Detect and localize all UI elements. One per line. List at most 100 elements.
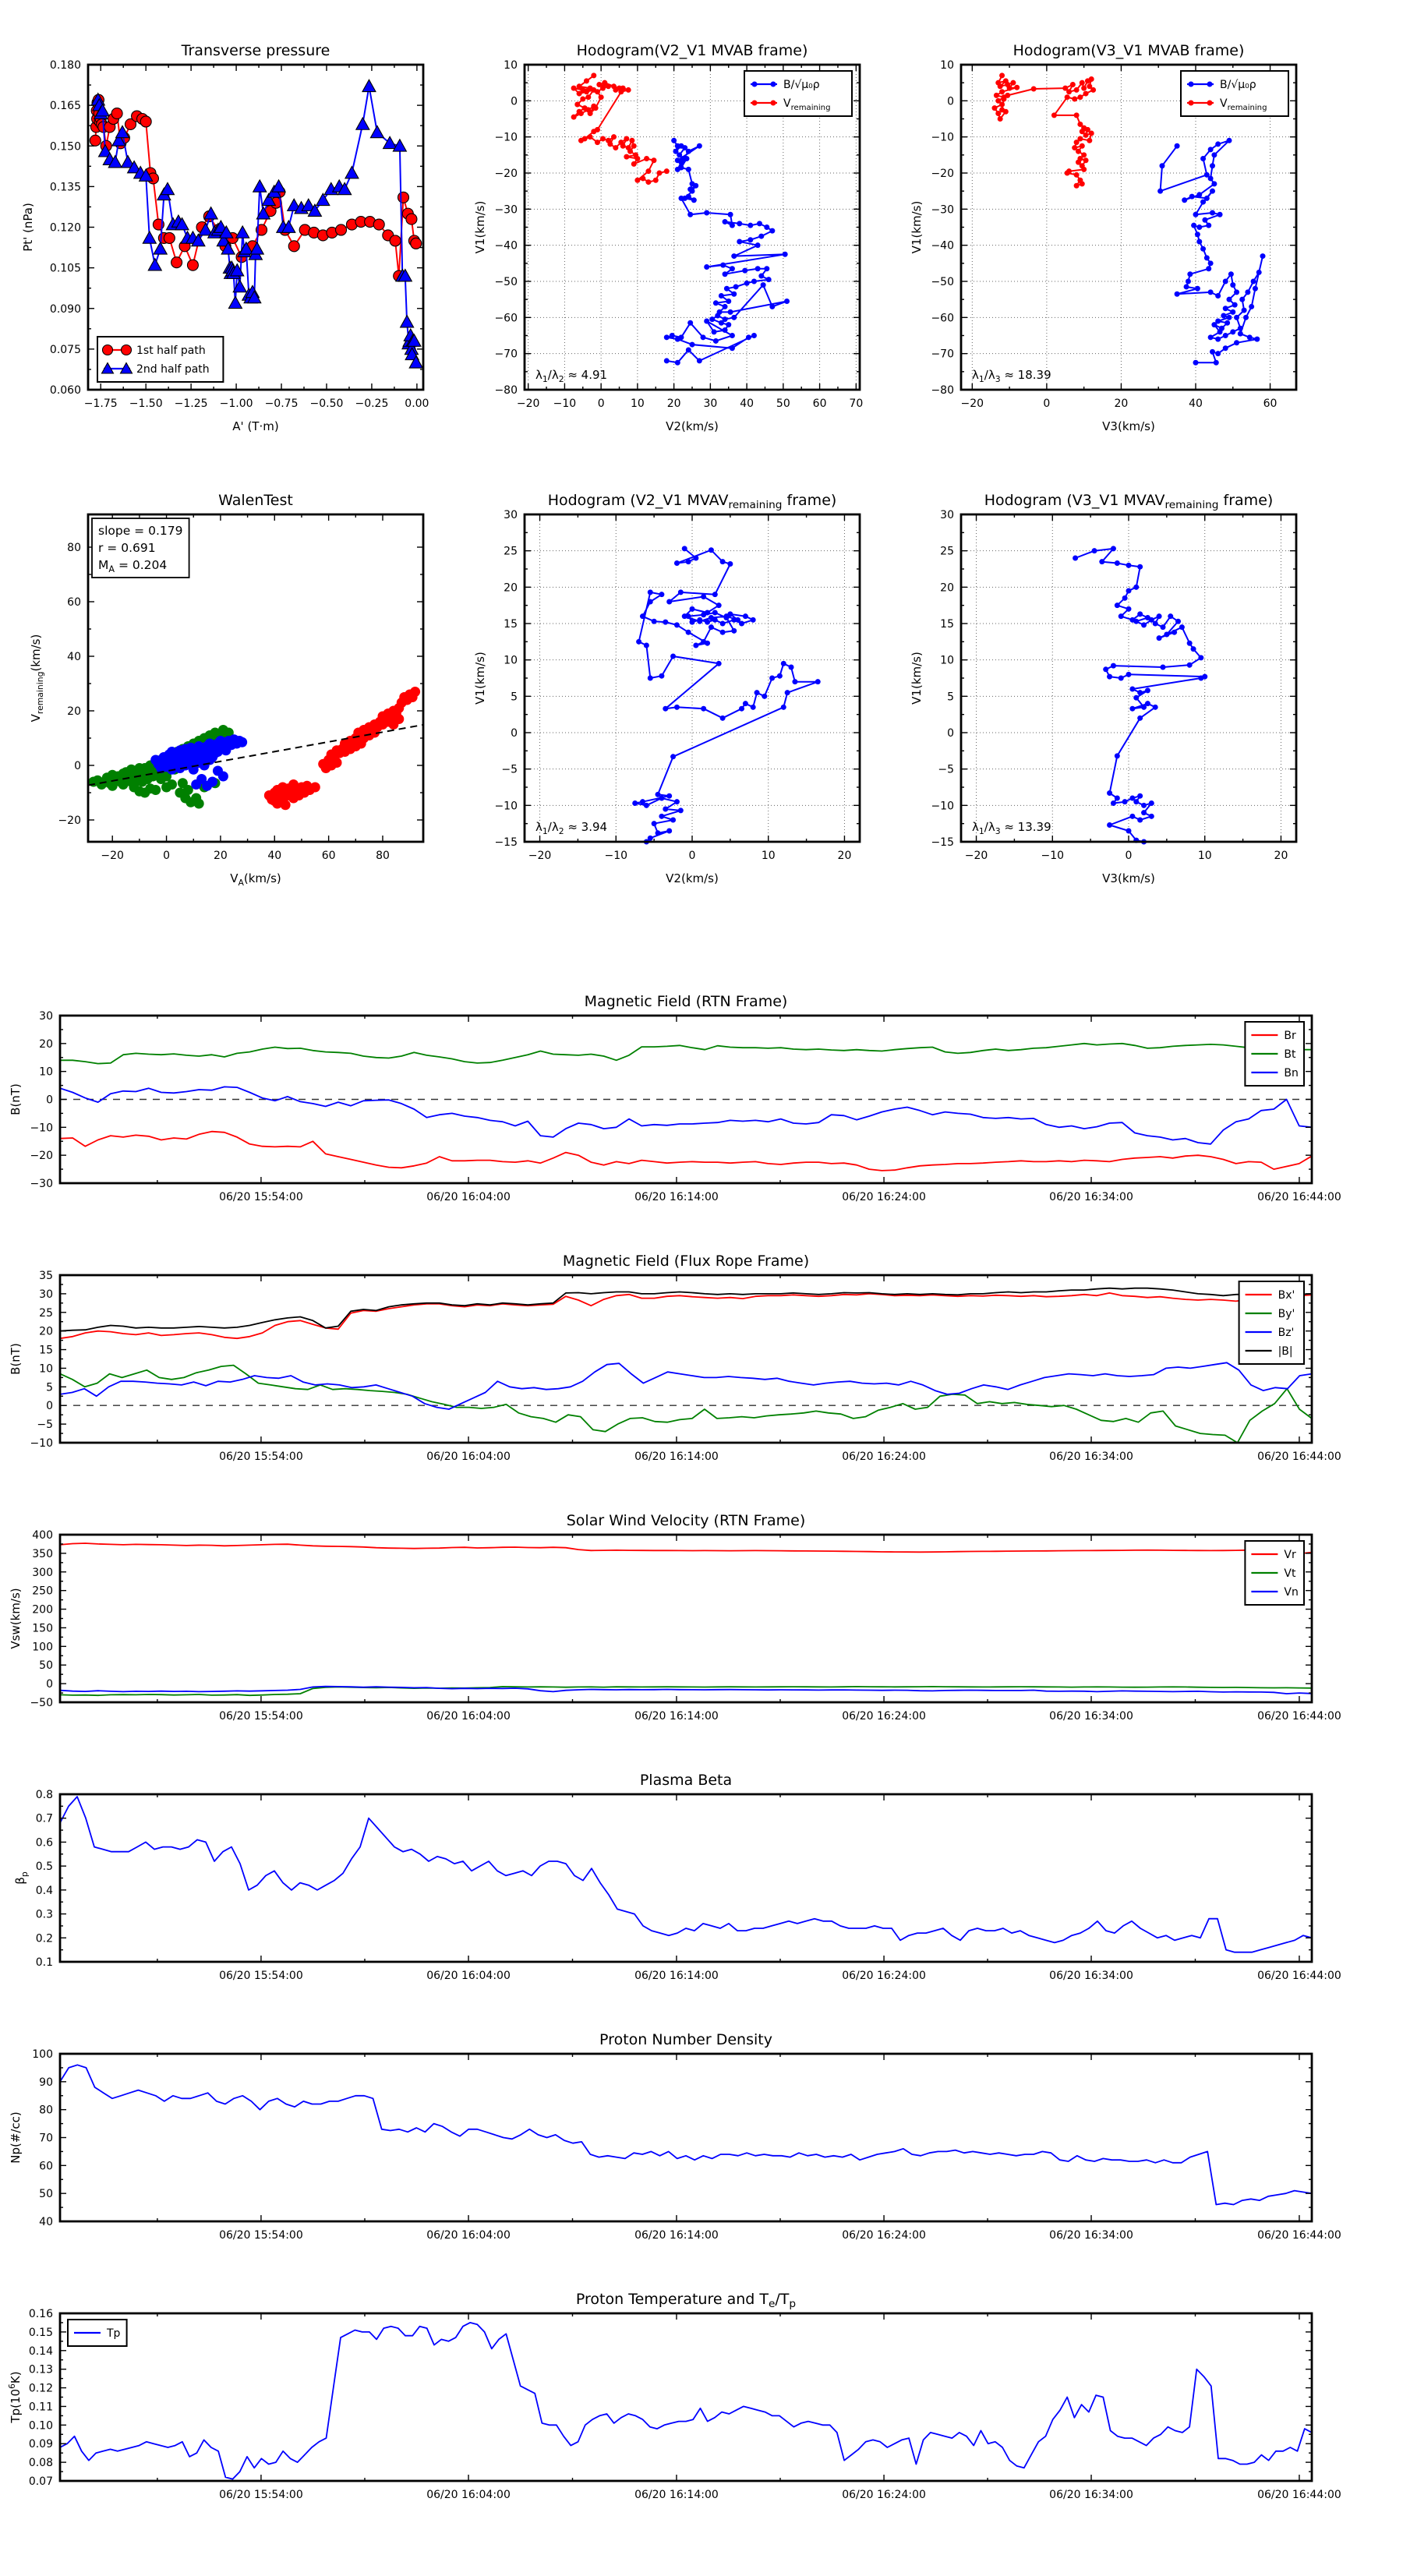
p2-marker: [613, 145, 619, 151]
p3-marker: [1073, 171, 1080, 178]
p3-marker: [1207, 175, 1214, 182]
ts6-ticks: [60, 2313, 1312, 2482]
p3-ylabel: V1(km/s): [910, 201, 924, 254]
p2-marker: [689, 188, 695, 194]
p5-marker: [792, 679, 798, 685]
p6-marker: [1133, 584, 1140, 590]
p6-ytick-label: 5: [947, 691, 954, 703]
p5-marker: [663, 806, 669, 812]
p2-marker: [712, 337, 719, 344]
p2-annotation: λ1/λ2 ≈ 4.91: [535, 368, 607, 384]
p3-marker: [1090, 87, 1097, 93]
p2-marker: [571, 114, 577, 120]
p1-marker: [142, 230, 157, 244]
ts1-tick-labels: 06/20 15:54:00 06/20 16:04:00 06/20 16:14:…: [30, 1010, 1341, 1203]
p4-marker: [309, 782, 320, 793]
p5-marker: [701, 612, 707, 618]
p6-marker: [1175, 618, 1182, 624]
p1-ylabel: Pt' (nPa): [21, 203, 35, 252]
p2-xtick-label: 60: [813, 398, 827, 410]
ts6-xtick-label: 06/20 16:14:00: [634, 2489, 719, 2501]
panel-ts5: 06/20 15:54:00 06/20 16:04:00 06/20 16:14:…: [9, 2031, 1341, 2242]
p3-marker: [1193, 359, 1199, 366]
p5-marker: [708, 624, 714, 631]
p4-marker: [167, 779, 177, 790]
p4-ytick-label: 0: [74, 760, 81, 772]
ts2-series-2: [59, 1362, 1313, 1410]
p3-ytick-label: −50: [931, 276, 954, 288]
p5-marker: [685, 559, 691, 565]
p3-marker: [1081, 166, 1087, 172]
p6-marker: [1133, 799, 1140, 805]
p5-marker: [712, 617, 718, 623]
p2-legend-label: Vremaining: [783, 97, 830, 112]
ts3-tick-labels: 06/20 15:54:00 06/20 16:04:00 06/20 16:14:…: [30, 1529, 1341, 1723]
p3-marker: [1203, 171, 1210, 178]
ts6-ytick-label: 0.07: [29, 2475, 53, 2488]
p4-ytick-label: 60: [67, 596, 81, 609]
p3-marker: [1221, 313, 1227, 319]
p2-marker: [731, 291, 737, 297]
p6-ticks: [961, 514, 1296, 843]
p3-marker: [1088, 76, 1094, 83]
p2-marker: [704, 318, 710, 324]
ts4-ticks: [60, 1793, 1312, 1963]
p1-marker: [95, 103, 110, 117]
p2-marker: [711, 329, 717, 335]
undefined: [770, 81, 776, 87]
p6-ytick-label: 25: [940, 546, 954, 558]
p3-marker: [1193, 211, 1199, 217]
p2-marker: [599, 136, 606, 142]
p5-marker: [719, 620, 726, 627]
p5-marker: [705, 619, 711, 625]
ts3-xtick-label: 06/20 16:34:00: [1049, 1710, 1133, 1723]
p2-xtick-label: 50: [776, 398, 790, 410]
p6-marker: [1141, 704, 1147, 710]
p2-marker: [689, 341, 695, 348]
p5-marker: [647, 835, 653, 841]
p6-marker: [1114, 795, 1120, 801]
p2-ytick-label: −30: [494, 203, 518, 216]
p3-marker: [1260, 253, 1266, 260]
p5-grid: [525, 514, 860, 843]
p3-marker: [1207, 147, 1214, 153]
p5-ylabel: V1(km/s): [473, 652, 487, 705]
p5-marker: [639, 613, 645, 620]
p3-marker: [1174, 143, 1180, 149]
p5-marker: [762, 693, 768, 699]
p3-tick-labels: −20 0 20 40 60 −80 −70 −60 −50 −40 −30 −20 −10 0 10: [931, 59, 1277, 410]
p4-marker: [217, 771, 228, 782]
ts3-legend-label: Vr: [1284, 1549, 1296, 1561]
p1-marker: [111, 108, 123, 120]
ts3-xtick-label: 06/20 16:04:00: [426, 1710, 511, 1723]
ts4-ytick-label: 0.3: [36, 1909, 53, 1921]
p5-marker: [681, 546, 687, 552]
p5-marker: [685, 629, 691, 635]
p2-marker: [718, 320, 724, 326]
p3-ytick-label: −60: [931, 312, 954, 324]
undefined: [751, 81, 758, 87]
p6-marker: [1186, 662, 1193, 668]
p5-marker: [689, 606, 695, 612]
p5-marker: [643, 802, 649, 808]
p3-marker: [1051, 112, 1057, 118]
p2-marker: [731, 253, 737, 260]
p2-marker: [631, 143, 637, 149]
p2-marker: [651, 157, 657, 164]
p2-marker: [693, 182, 699, 189]
panel-ts6: 06/20 15:54:00 06/20 16:04:00 06/20 16:14:…: [7, 2291, 1341, 2501]
p2-ytick-label: −40: [494, 240, 518, 253]
ts5-xtick-label: 06/20 16:24:00: [842, 2229, 926, 2242]
ts4-xtick-label: 06/20 16:34:00: [1049, 1970, 1133, 1982]
ts3-ytick-label: 150: [32, 1622, 53, 1634]
p6-marker: [1137, 817, 1143, 823]
ts6-xtick-label: 06/20 16:34:00: [1049, 2489, 1133, 2501]
p3-marker: [1062, 85, 1069, 91]
p3-marker: [1241, 307, 1247, 313]
p5-marker: [659, 673, 665, 679]
p6-marker: [1091, 548, 1097, 554]
p1-title: Transverse pressure: [181, 42, 330, 59]
ts1-ticks: [60, 1015, 1312, 1184]
p2-marker: [576, 83, 582, 90]
p5-marker: [647, 599, 653, 605]
